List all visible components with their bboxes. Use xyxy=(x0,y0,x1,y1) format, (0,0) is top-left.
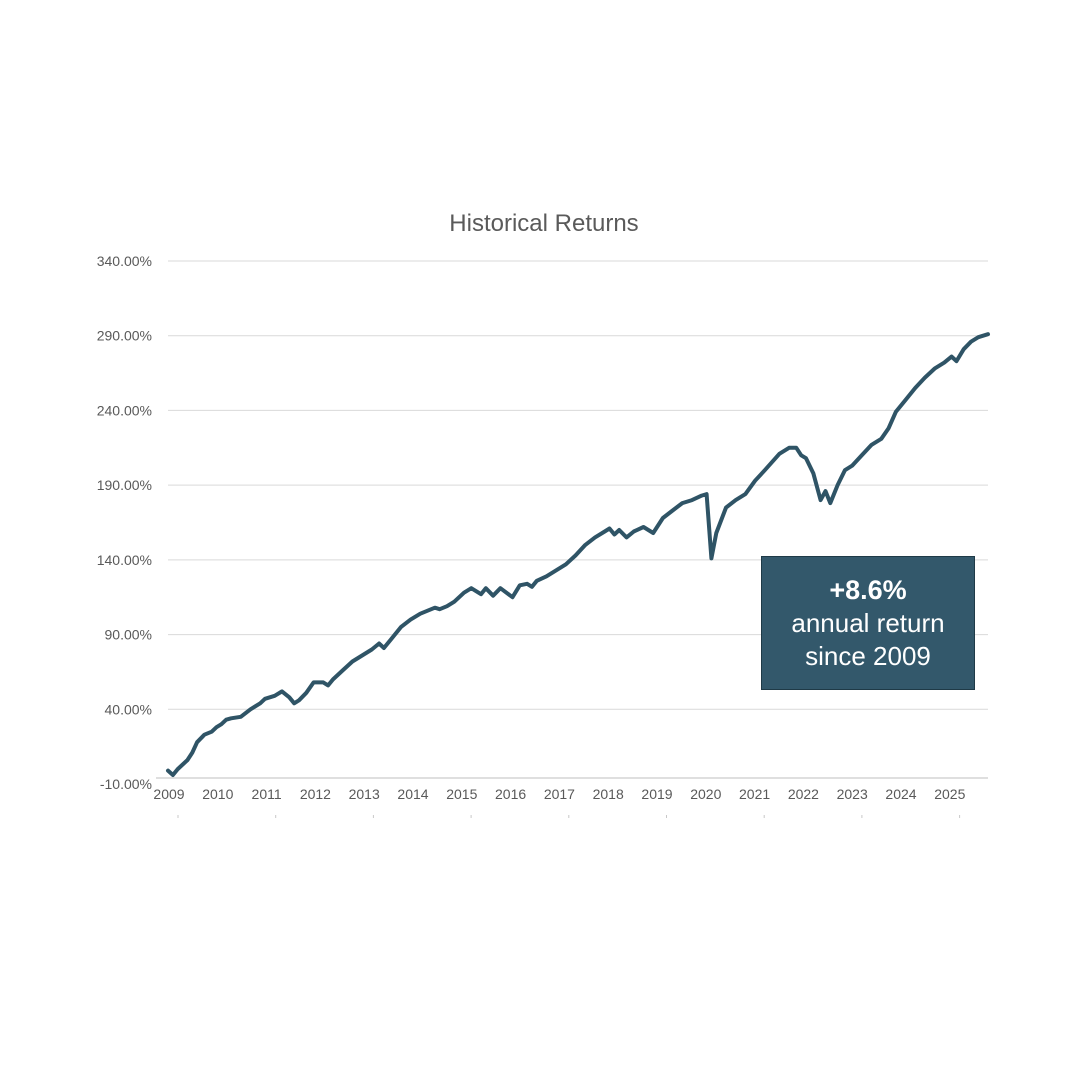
y-axis-tick-labels: 340.00% 290.00% 240.00% 190.00% 140.00% 90.00… xyxy=(97,253,152,792)
x-tick-label: 2017 xyxy=(544,786,575,802)
callout-line-1: annual return xyxy=(791,608,945,638)
callout-highlight: +8.6% xyxy=(829,575,907,605)
y-tick-label: 240.00% xyxy=(97,402,152,418)
x-axis xyxy=(156,777,988,818)
x-tick-label: 2021 xyxy=(739,786,770,802)
series-group xyxy=(166,332,990,777)
gridlines xyxy=(168,260,988,710)
x-tick-label: 2024 xyxy=(885,786,916,802)
x-axis-tick-labels: 2009 2010 2011 2012 2013 2014 2015 2016 2017 2018… xyxy=(153,786,965,802)
chart-title: Historical Returns xyxy=(449,210,638,237)
x-tick-label: 2022 xyxy=(788,786,819,802)
x-tick-label: 2023 xyxy=(837,786,868,802)
y-tick-label: 290.00% xyxy=(97,328,152,344)
callout-line-2: since 2009 xyxy=(805,641,931,671)
x-tick-label: 2009 xyxy=(153,786,184,802)
y-tick-label: 190.00% xyxy=(97,477,152,493)
y-tick-label: 40.00% xyxy=(105,701,152,717)
x-tick-label: 2020 xyxy=(690,786,721,802)
x-tick-label: 2025 xyxy=(934,786,965,802)
x-tick-label: 2016 xyxy=(495,786,526,802)
x-tick-label: 2011 xyxy=(252,786,282,802)
x-tick-label: 2014 xyxy=(397,786,428,802)
x-tick-label: 2012 xyxy=(300,786,331,802)
x-tick-label: 2019 xyxy=(641,786,672,802)
annual-return-callout: +8.6% annual return since 2009 xyxy=(761,556,975,690)
y-tick-label: 140.00% xyxy=(97,552,152,568)
y-tick-label: 340.00% xyxy=(97,253,152,269)
x-tick-label: 2015 xyxy=(446,786,477,802)
series-line xyxy=(166,332,990,777)
x-tick-label: 2018 xyxy=(593,786,624,802)
y-tick-label: -10.00% xyxy=(100,776,152,792)
x-tick-label: 2010 xyxy=(202,786,233,802)
x-tick-label: 2013 xyxy=(349,786,380,802)
y-tick-label: 90.00% xyxy=(105,627,152,643)
